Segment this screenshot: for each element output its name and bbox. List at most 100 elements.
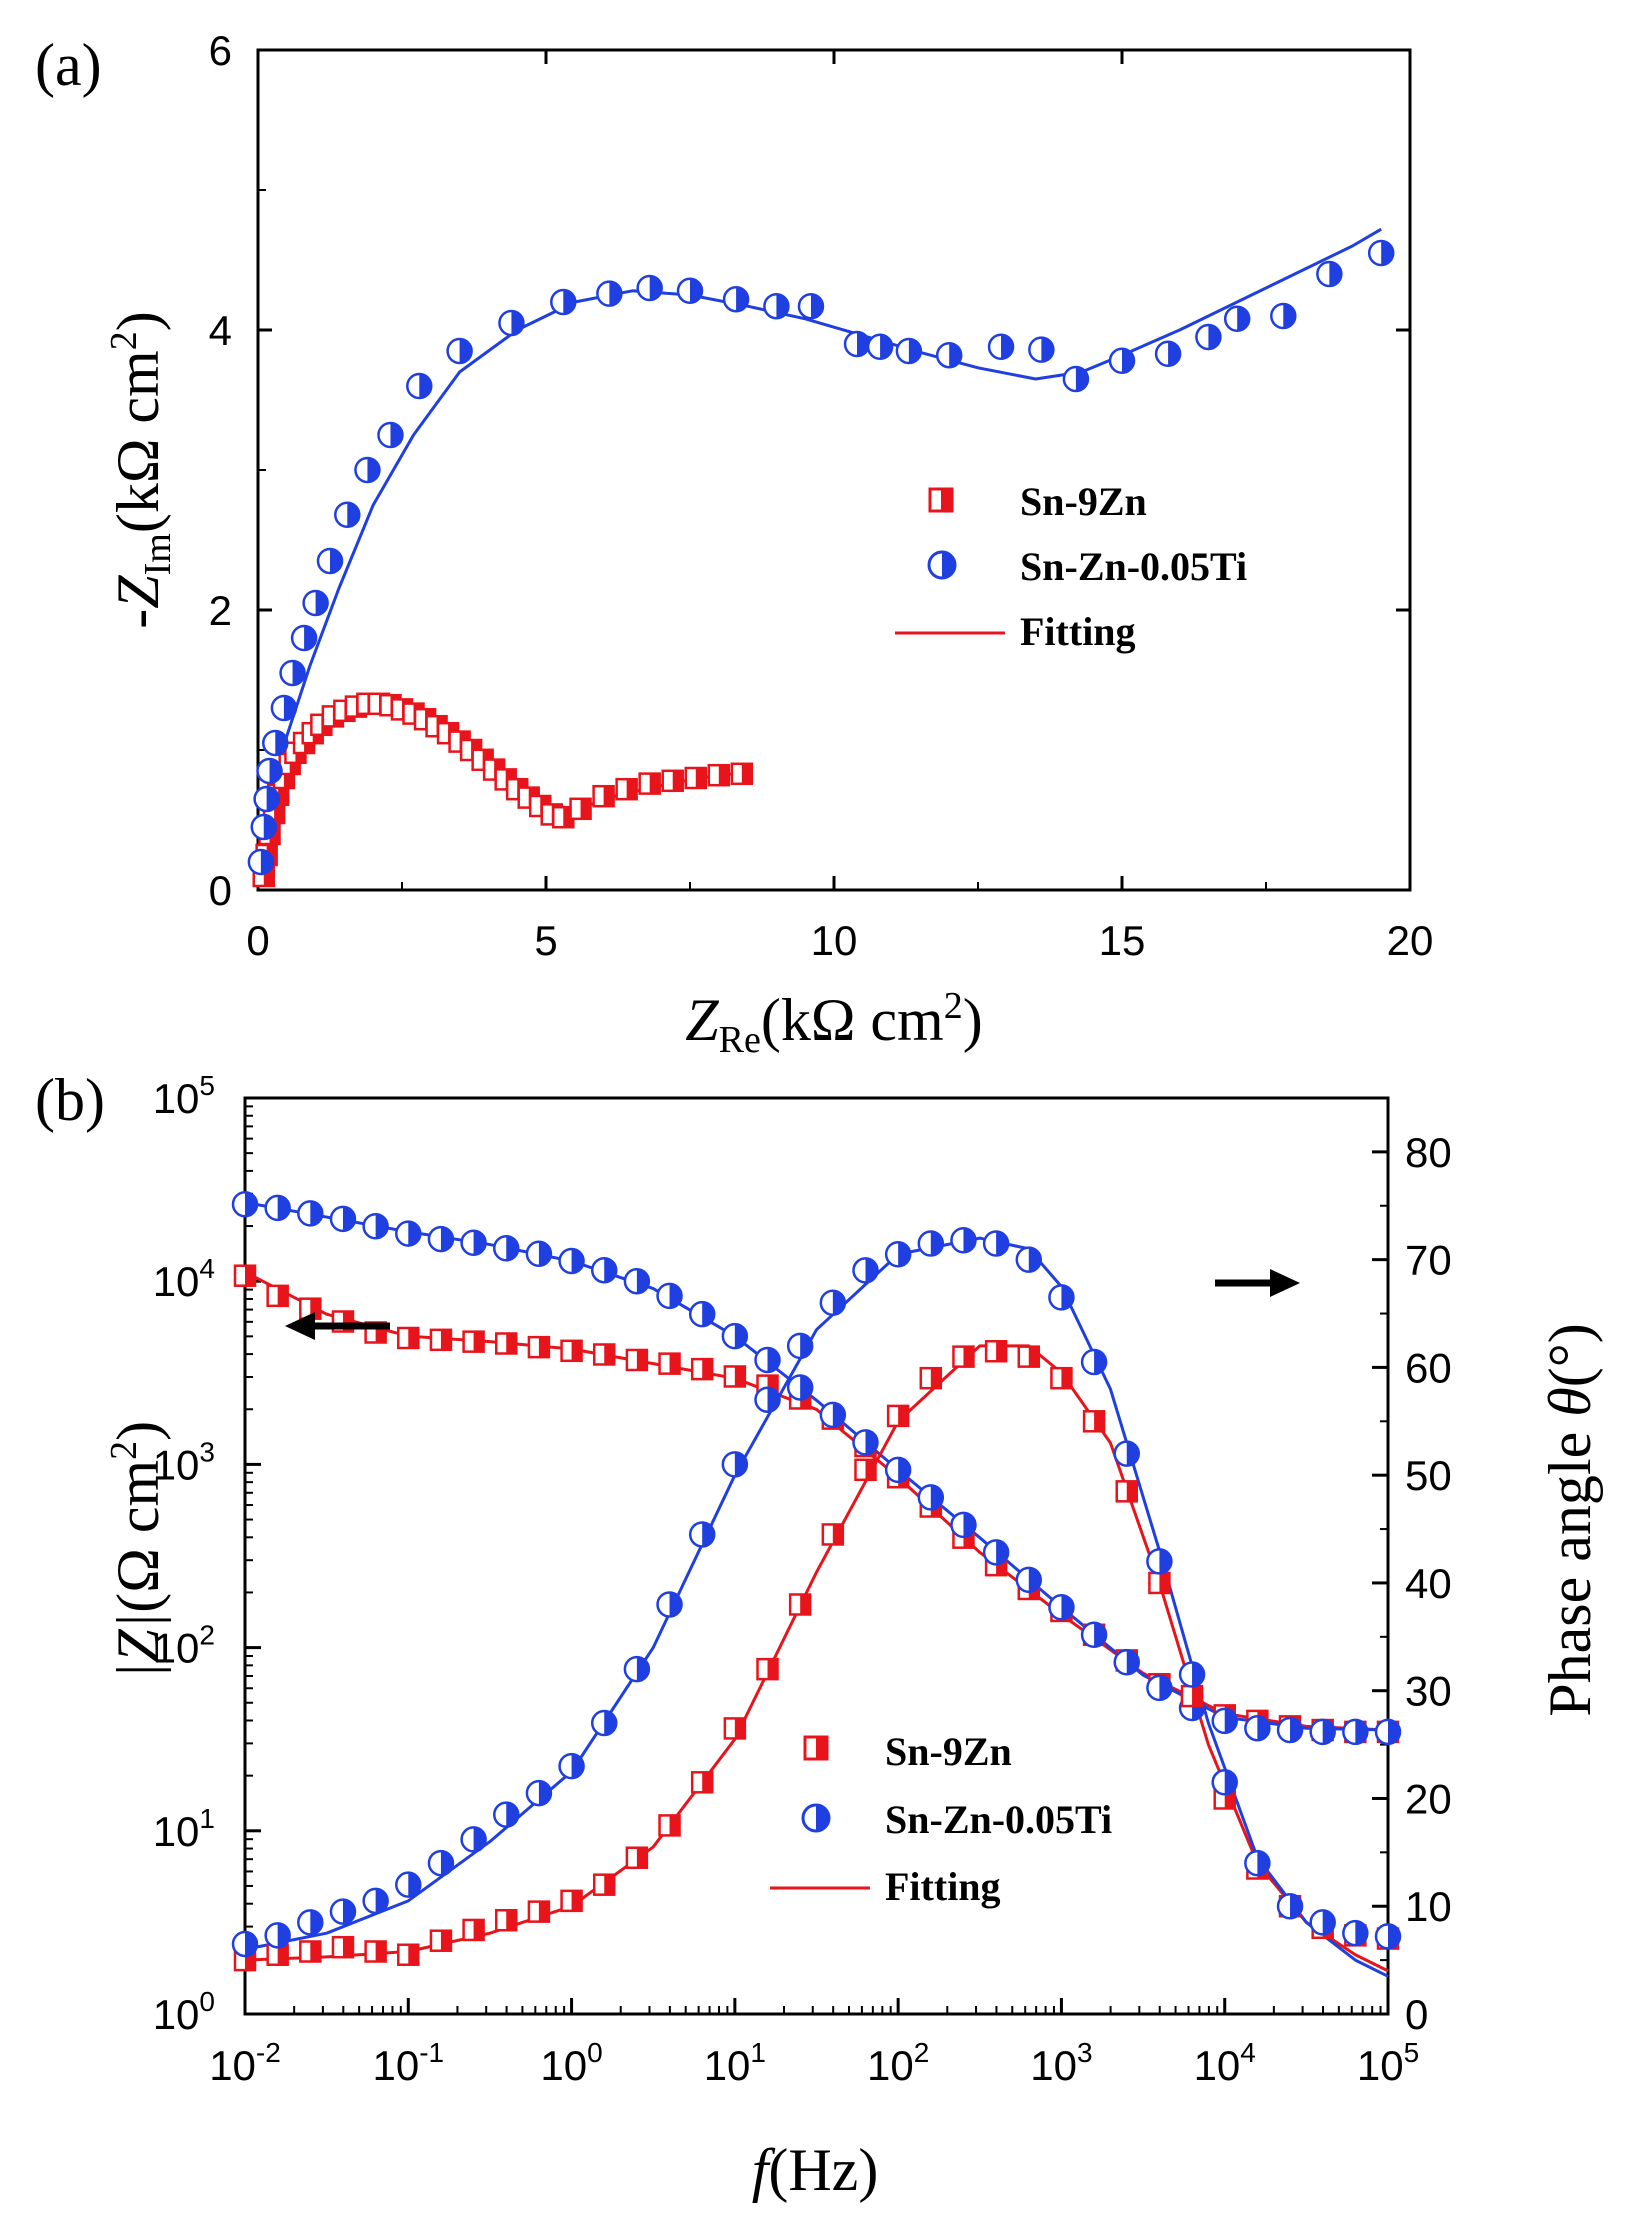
data-point-b [297, 1200, 324, 1227]
data-point-a [1154, 340, 1182, 368]
x-tick-label-b: 10-2 [209, 2037, 281, 2089]
data-point-b-fill [1322, 1910, 1335, 1935]
data-point-a-fill [609, 281, 622, 306]
x-tick-label-a: 0 [246, 917, 269, 964]
data-point-a-fill [459, 339, 472, 363]
data-point-a-fill [1075, 367, 1088, 392]
data-point-b-fill [800, 1594, 811, 1615]
legend-marker-sn9zn-a [928, 487, 954, 513]
data-point-b-fill [1061, 1285, 1074, 1310]
data-point-b-fill [408, 1327, 419, 1348]
data-point-b [688, 1521, 716, 1548]
data-point-b [495, 1908, 518, 1932]
y-right-tick-label-b: 80 [1405, 1129, 1452, 1176]
data-point-b-fill [734, 1366, 745, 1387]
data-point-b-fill [408, 1872, 421, 1897]
data-point-a [730, 762, 754, 786]
data-point-b-fill [898, 1457, 911, 1482]
data-point-b [952, 1345, 975, 1368]
data-point-b-fill [669, 1815, 680, 1836]
data-point-b-fill [832, 1524, 843, 1545]
data-point-b-fill [538, 1901, 549, 1922]
data-point-b-fill [571, 1249, 584, 1274]
data-point-a-fill [1381, 241, 1394, 265]
fit-line-a [259, 703, 748, 884]
data-point-b [427, 1849, 455, 1877]
data-point-b-fill [277, 1195, 290, 1220]
data-point-a [615, 777, 638, 801]
data-point-b [1178, 1661, 1206, 1688]
data-point-b-fill [277, 1923, 290, 1948]
data-point-b-fill [930, 1368, 941, 1389]
x-tick-label-b: 101 [704, 2037, 766, 2089]
data-point-a [636, 274, 663, 302]
data-point-b-fill [1192, 1662, 1205, 1687]
data-point-b [950, 1226, 977, 1254]
x-axis-label-b: f(Hz) [752, 2137, 879, 2203]
data-point-b-fill [898, 1242, 911, 1267]
data-point-a-fill [511, 311, 524, 335]
data-point-a [446, 337, 473, 365]
data-point-a [279, 659, 306, 687]
data-point-a [262, 729, 289, 757]
data-point-b-fill [996, 1341, 1007, 1362]
data-point-a-fill [292, 661, 305, 685]
y-left-tick-label-b: 105 [153, 1070, 215, 1122]
data-point-a [550, 288, 577, 316]
data-point-b [788, 1593, 812, 1616]
data-point-a [1062, 365, 1090, 393]
data-point-b-fill [636, 1657, 649, 1682]
data-point-b-fill [963, 1346, 974, 1367]
data-point-b-fill [342, 1206, 355, 1231]
data-point-b [592, 1343, 616, 1366]
data-point-b [1180, 1684, 1204, 1708]
data-point-b-fill [963, 1512, 976, 1537]
data-point-b-fill [506, 1802, 519, 1827]
data-point-b-fill [1355, 1719, 1368, 1744]
data-point-b-fill [930, 1231, 943, 1256]
data-point-b [297, 1909, 324, 1936]
data-point-b [819, 1401, 847, 1429]
data-point-b-fill [767, 1659, 778, 1680]
data-point-b [886, 1404, 910, 1428]
data-point-a [596, 280, 623, 307]
data-point-b [329, 1898, 357, 1925]
data-point-b-fill [702, 1522, 715, 1547]
legend-label-sn9zn-a: Sn-9Zn [1020, 479, 1147, 524]
arrow-left-annotation [285, 1312, 390, 1340]
data-point-b-fill [604, 1711, 617, 1736]
data-point-a-fill [367, 458, 380, 482]
data-point-b [460, 1826, 487, 1853]
data-point-a-fill [419, 374, 432, 398]
data-point-b [917, 1230, 945, 1257]
data-point-b [1050, 1366, 1073, 1390]
data-point-b-fill [996, 1231, 1009, 1256]
data-point-b [1048, 1284, 1075, 1311]
data-point-b-fill [865, 1430, 878, 1455]
legend-marker-sn9zn-b [803, 1735, 829, 1761]
data-point-b-fill [571, 1340, 582, 1361]
data-point-b [429, 1328, 453, 1352]
data-point-a-fill [563, 290, 576, 314]
data-point-a-fill [1329, 262, 1342, 286]
data-point-b [1309, 1718, 1336, 1746]
data-point-a [866, 333, 894, 361]
data-point-a [707, 763, 731, 787]
data-point-b [1276, 1716, 1304, 1744]
data-point-a [569, 797, 592, 821]
data-point-b-fill [473, 1919, 484, 1940]
y-right-tick-label-b: 30 [1405, 1668, 1452, 1715]
data-point-b [493, 1234, 520, 1262]
data-point-a [1367, 239, 1395, 267]
data-point-a [334, 501, 361, 529]
data-point-a [302, 589, 329, 617]
data-point-b [231, 1191, 259, 1218]
data-point-b-fill [669, 1283, 682, 1308]
data-point-a [1316, 260, 1343, 288]
data-point-b [1115, 1480, 1138, 1503]
data-point-b [1309, 1909, 1336, 1936]
data-point-b-fill [734, 1718, 745, 1739]
legend-label-snzn-ti-a: Sn-Zn-0.05Ti [1020, 544, 1247, 589]
data-point-b [264, 1922, 291, 1949]
